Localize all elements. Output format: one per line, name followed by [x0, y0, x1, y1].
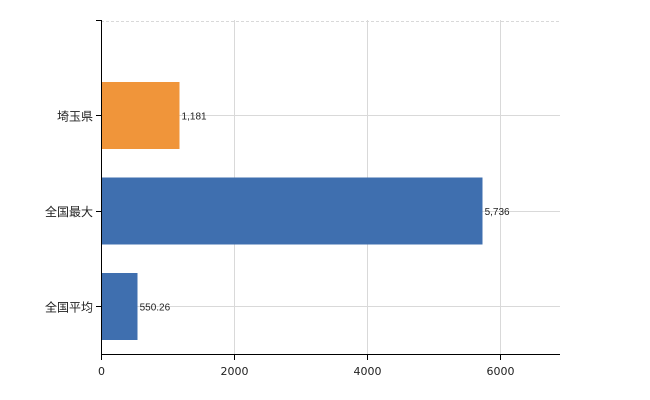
bar-3 [102, 272, 138, 340]
y-tick-label-2: 全国最大 [45, 204, 93, 219]
x-tick-label-1: 0 [98, 365, 105, 378]
bar-2 [102, 177, 483, 245]
data-label-1: 1,181 [182, 111, 207, 122]
y-tick-label-1: 埼玉県 [57, 109, 93, 123]
data-label-2: 5,736 [485, 207, 510, 218]
data-label-3: 550.26 [140, 302, 171, 313]
x-tick-label-4: 6000 [487, 365, 515, 378]
x-tick-label-3: 4000 [354, 365, 382, 378]
bar-1 [102, 81, 180, 149]
x-tick-label-2: 2000 [221, 365, 249, 378]
bars [102, 81, 483, 340]
axes [96, 20, 560, 360]
y-tick-label-3: 全国平均 [45, 299, 93, 314]
